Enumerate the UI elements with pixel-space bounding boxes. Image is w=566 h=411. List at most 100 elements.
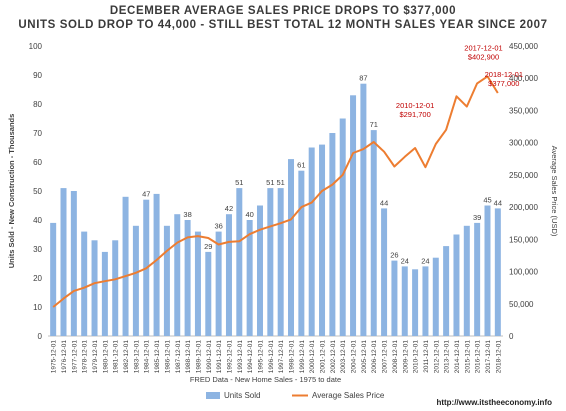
legend-label-units-sold: Units Sold — [224, 391, 260, 400]
x-tick-label: 1979-12-01 — [92, 340, 99, 374]
bar-data-label: 51 — [276, 178, 284, 187]
source-credit: http://www.itstheeconomy.info — [436, 398, 552, 407]
x-tick-label: 1994-12-01 — [247, 340, 254, 374]
y-right-tick-label: 350,000 — [509, 106, 538, 115]
y-right-tick-label: 0 — [509, 332, 514, 341]
x-tick-label: 2013-12-01 — [444, 340, 451, 374]
bar-units-sold — [339, 118, 346, 336]
bar-data-label: 40 — [245, 210, 253, 219]
x-tick-label: 2015-12-01 — [464, 340, 471, 374]
y-left-tick-label: 0 — [38, 332, 43, 341]
x-tick-label: 1978-12-01 — [82, 340, 89, 374]
y-left-tick-label: 30 — [33, 245, 42, 254]
bar-data-label: 44 — [494, 198, 502, 207]
bar-data-label: 44 — [380, 198, 388, 207]
y-right-tick-label: 50,000 — [509, 300, 534, 309]
bar-units-sold — [91, 240, 98, 336]
bar-data-label: 51 — [235, 178, 243, 187]
x-tick-label: 2010-12-01 — [413, 340, 420, 374]
bar-data-label: 45 — [483, 196, 491, 205]
x-tick-label: 2008-12-01 — [392, 340, 399, 374]
bar-units-sold — [60, 188, 67, 336]
y-left-tick-label: 40 — [33, 216, 42, 225]
bar-data-label: 24 — [421, 256, 429, 265]
annotation-date: 2010-12-01 — [396, 101, 434, 110]
bar-data-label: 87 — [359, 74, 367, 83]
x-tick-label: 2009-12-01 — [402, 340, 409, 374]
bar-units-sold — [308, 147, 315, 336]
x-tick-label: 1983-12-01 — [133, 340, 140, 374]
bar-units-sold — [381, 208, 388, 336]
x-tick-label: 1990-12-01 — [206, 340, 213, 374]
annotation-date: 2018-12-01 — [485, 70, 523, 79]
x-tick-label: 2001-12-01 — [320, 340, 327, 374]
x-tick-label: 2002-12-01 — [330, 340, 337, 374]
x-tick-label: 2007-12-01 — [382, 340, 389, 374]
x-tick-label: 1976-12-01 — [61, 340, 68, 374]
x-tick-label: 1997-12-01 — [278, 340, 285, 374]
x-tick-label: 2018-12-01 — [495, 340, 502, 374]
x-tick-label: 2012-12-01 — [433, 340, 440, 374]
x-tick-label: 1995-12-01 — [257, 340, 264, 374]
bar-units-sold — [412, 269, 419, 336]
y-right-axis-title: Average Sales Price (USD) — [550, 146, 559, 237]
y-left-tick-label: 100 — [29, 42, 43, 51]
x-tick-label: 1987-12-01 — [175, 340, 182, 374]
y-left-tick-label: 90 — [33, 71, 42, 80]
legend-label-average-sales-price: Average Sales Price — [312, 391, 385, 400]
bar-units-sold — [288, 159, 295, 336]
bar-units-sold — [256, 205, 263, 336]
bar-data-label: 36 — [214, 222, 222, 231]
bar-units-sold — [494, 208, 501, 336]
x-tick-label: 1989-12-01 — [195, 340, 202, 374]
bar-data-label: 39 — [473, 213, 481, 222]
x-tick-label: 1982-12-01 — [123, 340, 130, 374]
x-tick-label: 1985-12-01 — [154, 340, 161, 374]
bar-data-label: 71 — [370, 120, 378, 129]
x-tick-label: 1992-12-01 — [226, 340, 233, 374]
bar-units-sold — [205, 251, 212, 336]
bar-units-sold — [236, 188, 243, 336]
annotation-value: $291,700 — [399, 110, 430, 119]
x-tick-label: 2017-12-01 — [485, 340, 492, 374]
bar-units-sold — [81, 231, 88, 336]
x-tick-label: 1988-12-01 — [185, 340, 192, 374]
bar-units-sold — [277, 188, 284, 336]
bar-data-label: 38 — [183, 210, 191, 219]
y-left-tick-label: 80 — [33, 100, 42, 109]
bar-units-sold — [391, 260, 398, 336]
chart-title: DECEMBER AVERAGE SALES PRICE DROPS TO $3… — [109, 5, 457, 17]
x-tick-label: 1998-12-01 — [289, 340, 296, 374]
x-tick-label: 2006-12-01 — [371, 340, 378, 374]
bar-units-sold — [101, 251, 108, 336]
chart-subtitle: UNITS SOLD DROP TO 44,000 - STILL BEST T… — [18, 19, 548, 31]
x-tick-label: 2011-12-01 — [423, 340, 430, 373]
x-tick-label: 1981-12-01 — [113, 340, 120, 374]
bar-data-label: 26 — [390, 251, 398, 260]
bar-units-sold — [246, 220, 253, 336]
bar-data-label: 51 — [266, 178, 274, 187]
y-right-tick-label: 150,000 — [509, 235, 538, 244]
line-average-sales-price — [52, 75, 499, 308]
bar-units-sold — [122, 196, 129, 336]
bar-units-sold — [443, 246, 450, 336]
bar-units-sold — [267, 188, 274, 336]
bar-units-sold — [422, 266, 429, 336]
annotation-value: $402,900 — [468, 52, 499, 61]
y-left-tick-label: 50 — [33, 187, 42, 196]
y-right-tick-label: 400,000 — [509, 74, 538, 83]
bar-units-sold — [463, 225, 470, 336]
x-tick-label: 2005-12-01 — [361, 340, 368, 374]
y-right-tick-label: 300,000 — [509, 139, 538, 148]
bar-units-sold — [432, 257, 439, 336]
y-right-tick-label: 200,000 — [509, 203, 538, 212]
bar-units-sold — [70, 191, 77, 336]
bar-units-sold — [225, 214, 232, 336]
y-left-axis-title: Units Sold - New Construction - Thousand… — [7, 114, 16, 269]
bar-units-sold — [484, 205, 491, 336]
bar-units-sold — [215, 231, 222, 336]
x-tick-label: 1996-12-01 — [268, 340, 275, 374]
bar-data-label: 29 — [204, 242, 212, 251]
annotation-date: 2017-12-01 — [464, 43, 502, 52]
